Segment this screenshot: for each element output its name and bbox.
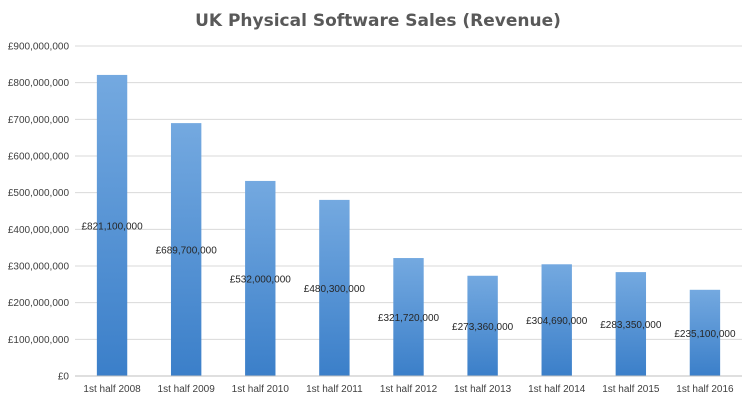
x-tick-label: 1st half 2014 bbox=[528, 384, 586, 395]
data-label: £304,690,000 bbox=[526, 316, 588, 327]
y-tick-label: £400,000,000 bbox=[8, 225, 70, 236]
data-label: £532,000,000 bbox=[230, 274, 292, 285]
data-label: £235,100,000 bbox=[674, 329, 736, 340]
bar bbox=[467, 275, 498, 376]
data-label: £283,350,000 bbox=[600, 320, 662, 331]
bar bbox=[245, 180, 276, 376]
x-tick-label: 1st half 2012 bbox=[380, 384, 438, 395]
data-label: £821,100,000 bbox=[81, 221, 143, 232]
bar bbox=[393, 258, 424, 376]
data-label: £689,700,000 bbox=[156, 246, 218, 257]
y-axis-ticks: £0 £100,000,000 £200,000,000 £300,000,000 £4… bbox=[8, 42, 70, 383]
y-tick-label: £100,000,000 bbox=[8, 335, 70, 346]
x-axis-ticks: 1st half 2008 1st half 2009 1st half 2010 1… bbox=[83, 384, 734, 395]
bars bbox=[96, 74, 721, 377]
x-tick-label: 1st half 2008 bbox=[83, 384, 141, 395]
data-label: £480,300,000 bbox=[304, 284, 366, 295]
data-label: £273,360,000 bbox=[452, 322, 514, 333]
x-tick-label: 1st half 2009 bbox=[158, 384, 216, 395]
y-tick-label: £0 bbox=[58, 372, 70, 383]
bar bbox=[319, 199, 350, 376]
x-tick-label: 1st half 2011 bbox=[306, 384, 363, 395]
bar bbox=[615, 272, 647, 376]
y-tick-label: £600,000,000 bbox=[8, 152, 70, 163]
y-tick-label: £800,000,000 bbox=[8, 78, 70, 89]
data-labels: £821,100,000 £689,700,000 £532,000,000 £480… bbox=[81, 221, 735, 339]
x-tick-label: 1st half 2010 bbox=[232, 384, 290, 395]
y-tick-label: £700,000,000 bbox=[8, 115, 70, 126]
y-tick-label: £900,000,000 bbox=[8, 42, 70, 53]
x-tick-label: 1st half 2013 bbox=[454, 384, 512, 395]
bar bbox=[541, 264, 572, 376]
data-label: £321,720,000 bbox=[378, 313, 440, 324]
x-tick-label: 1st half 2015 bbox=[602, 384, 660, 395]
bar bbox=[170, 123, 202, 376]
chart-title: UK Physical Software Sales (Revenue) bbox=[195, 11, 561, 31]
bar bbox=[96, 74, 128, 377]
y-tick-label: £200,000,000 bbox=[8, 298, 70, 309]
x-tick-label: 1st half 2016 bbox=[676, 384, 734, 395]
bar bbox=[689, 289, 721, 376]
y-tick-label: £500,000,000 bbox=[8, 188, 70, 199]
y-tick-label: £300,000,000 bbox=[8, 262, 70, 273]
